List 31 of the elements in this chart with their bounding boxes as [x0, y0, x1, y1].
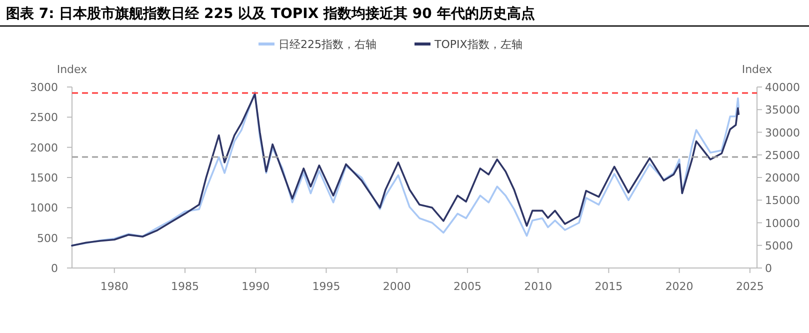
- y2-tick-label: 40000: [765, 81, 800, 94]
- x-tick-label: 1990: [242, 280, 270, 293]
- x-tick-label: 2010: [524, 280, 552, 293]
- x-tick-label: 1980: [100, 280, 128, 293]
- x-tick-label: 2020: [665, 280, 694, 293]
- y2-axis-title: Index: [742, 63, 773, 76]
- y2-tick-label: 5000: [765, 239, 793, 252]
- y-axis-title: Index: [56, 63, 88, 76]
- y-tick-label: 1500: [30, 172, 58, 184]
- y-tick-label: 2000: [30, 141, 58, 154]
- y2-tick-label: 35000: [765, 104, 800, 117]
- y2-tick-label: 25000: [765, 148, 800, 162]
- legend-label: 日经225指数，右轴: [278, 38, 376, 51]
- y2-tick-label: 15000: [765, 194, 800, 208]
- x-tick-label: 2000: [382, 280, 411, 293]
- y2-tick-label: 10000: [765, 216, 800, 230]
- y-tick-label: 500: [37, 232, 58, 245]
- x-tick-label: 2015: [594, 280, 623, 293]
- y-tick-label: 3000: [30, 81, 58, 94]
- y2-tick-label: 0: [765, 262, 772, 275]
- legend-label: TOPIX指数，左轴: [434, 38, 522, 51]
- y2-tick-label: 30000: [765, 126, 800, 140]
- x-tick-label: 1985: [170, 280, 199, 293]
- y2-tick-label: 20000: [765, 172, 800, 184]
- chart-title: 图表 7: 日本股市旗舰指数日经 225 以及 TOPIX 指数均接近其 90 年代的历史高点: [6, 5, 535, 22]
- x-tick-label: 2025: [736, 280, 764, 293]
- x-tick-label: 2005: [453, 280, 482, 293]
- x-tick-label: 1995: [312, 280, 340, 293]
- y-tick-label: 1000: [30, 202, 58, 215]
- y-tick-label: 2500: [30, 111, 58, 124]
- y-tick-label: 0: [51, 262, 58, 275]
